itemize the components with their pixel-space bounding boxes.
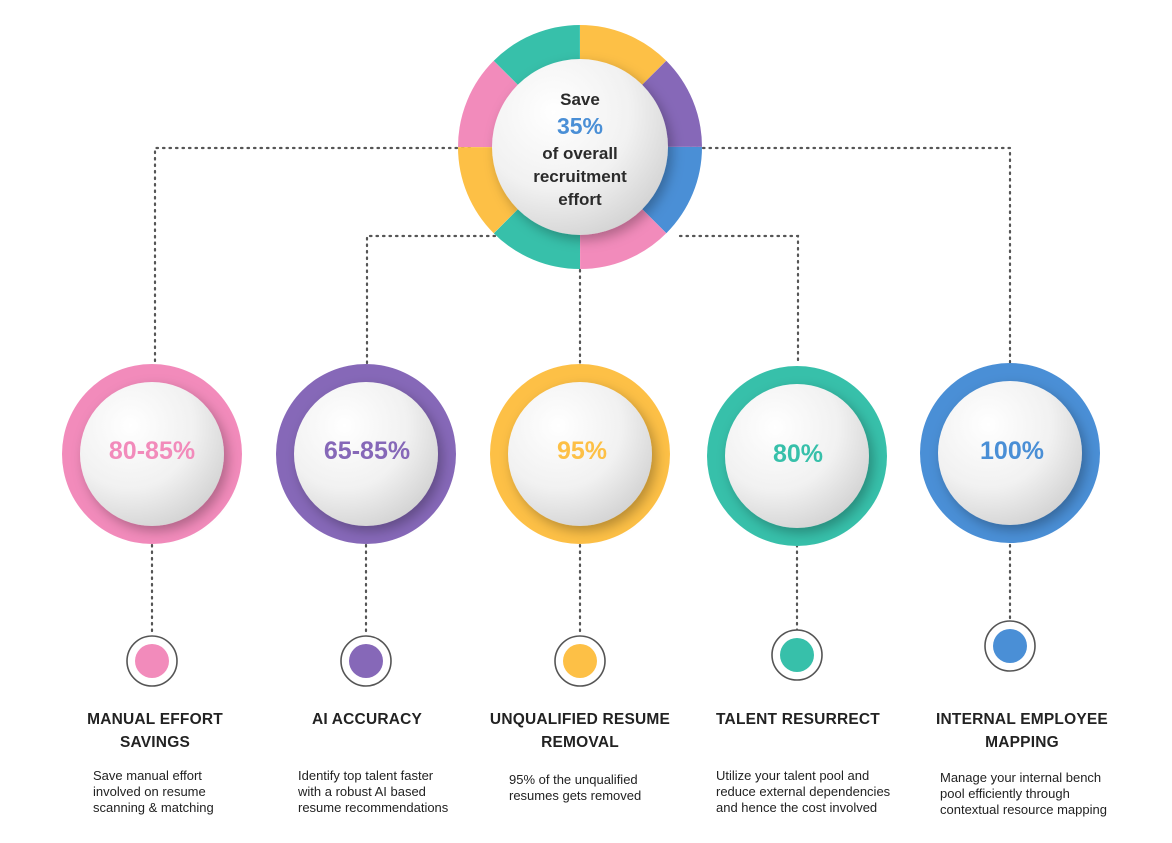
item-desc-2: Identify top talent faster with a robust… xyxy=(298,768,518,816)
stat-value-1: 80-85% xyxy=(108,437,196,465)
item-desc-3-line-2: resumes gets removed xyxy=(509,788,642,803)
stat-disc-4 xyxy=(725,384,869,528)
item-title-3-line-2: REMOVAL xyxy=(541,734,619,751)
item-title-2: AI ACCURACY xyxy=(257,708,477,731)
item-title-1-line-2: SAVINGS xyxy=(119,734,190,751)
hub-line-3: recruitment xyxy=(533,167,627,186)
connector-line-4 xyxy=(678,234,800,367)
bullet-dots xyxy=(126,620,1036,687)
item-desc-3-line-1: 95% of the unqualified xyxy=(509,772,638,787)
stat-disc-2 xyxy=(294,382,438,526)
stat-value-2: 65-85% xyxy=(323,437,411,465)
item-title-4: TALENT RESURRECT xyxy=(688,708,908,731)
stat-value-5: 100% xyxy=(980,437,1044,465)
stat-value-4: 80% xyxy=(772,440,824,468)
item-desc-5-line-1: Manage your internal bench xyxy=(940,770,1102,785)
stat-disc-1 xyxy=(80,382,224,526)
item-desc-4: Utilize your talent pool and reduce exte… xyxy=(716,768,936,816)
item-title-2-line-1: AI ACCURACY xyxy=(311,711,423,728)
item-desc-1-line-2: involved on resume xyxy=(93,784,206,799)
stat-disc-3 xyxy=(508,382,652,526)
hub-line-save: Save xyxy=(560,90,600,109)
item-title-1: MANUAL EFFORT SAVINGS xyxy=(45,708,265,754)
bullet-dot-4 xyxy=(780,638,814,672)
item-title-1-line-1: MANUAL EFFORT xyxy=(87,711,223,728)
item-desc-1-line-3: scanning & matching xyxy=(93,800,214,815)
item-desc-1: Save manual effort involved on resume sc… xyxy=(93,768,313,816)
hub-line-2: of overall xyxy=(542,144,618,163)
stat-value-3: 95% xyxy=(556,437,608,465)
item-desc-3: 95% of the unqualified resumes gets remo… xyxy=(509,772,729,804)
item-desc-4-line-1: Utilize your talent pool and xyxy=(716,768,870,783)
connector-line-1 xyxy=(153,146,472,367)
bullet-dot-1 xyxy=(135,644,169,678)
item-title-5-line-2: MAPPING xyxy=(985,734,1059,751)
item-title-3: UNQUALIFIED RESUME REMOVAL xyxy=(470,708,690,754)
hub-disc xyxy=(492,59,668,235)
hub-percent: 35% xyxy=(556,113,604,139)
bullet-dot-2 xyxy=(349,644,383,678)
hub-text: Save 35% of overall recruitment effort xyxy=(505,88,655,211)
stat-disc-5 xyxy=(938,381,1082,525)
item-desc-5: Manage your internal bench pool efficien… xyxy=(940,770,1160,818)
connector-line-2 xyxy=(365,234,497,367)
item-desc-4-line-2: reduce external dependencies xyxy=(716,784,891,799)
hub-ring xyxy=(457,25,702,269)
item-desc-2-line-3: resume recommendations xyxy=(298,800,449,815)
connector-line-5 xyxy=(688,146,1012,367)
item-desc-4-line-3: and hence the cost involved xyxy=(716,800,878,815)
item-title-5-line-1: INTERNAL EMPLOYEE xyxy=(936,711,1108,728)
item-desc-1-line-1: Save manual effort xyxy=(93,768,202,783)
bullet-dot-3 xyxy=(563,644,597,678)
item-desc-2-line-1: Identify top talent faster xyxy=(298,768,434,783)
item-desc-5-line-3: contextual resource mapping xyxy=(940,802,1107,817)
item-title-3-line-1: UNQUALIFIED RESUME xyxy=(489,711,671,728)
connector-lines xyxy=(150,146,1012,634)
hub-line-4: effort xyxy=(558,190,602,209)
item-desc-5-line-2: pool efficiently through xyxy=(940,786,1070,801)
bullet-dot-5 xyxy=(993,629,1027,663)
item-desc-2-line-2: with a robust AI based xyxy=(298,784,426,799)
item-title-4-line-1: TALENT RESURRECT xyxy=(716,711,880,728)
stat-rings xyxy=(62,363,1100,546)
item-title-5: INTERNAL EMPLOYEE MAPPING xyxy=(912,708,1132,754)
